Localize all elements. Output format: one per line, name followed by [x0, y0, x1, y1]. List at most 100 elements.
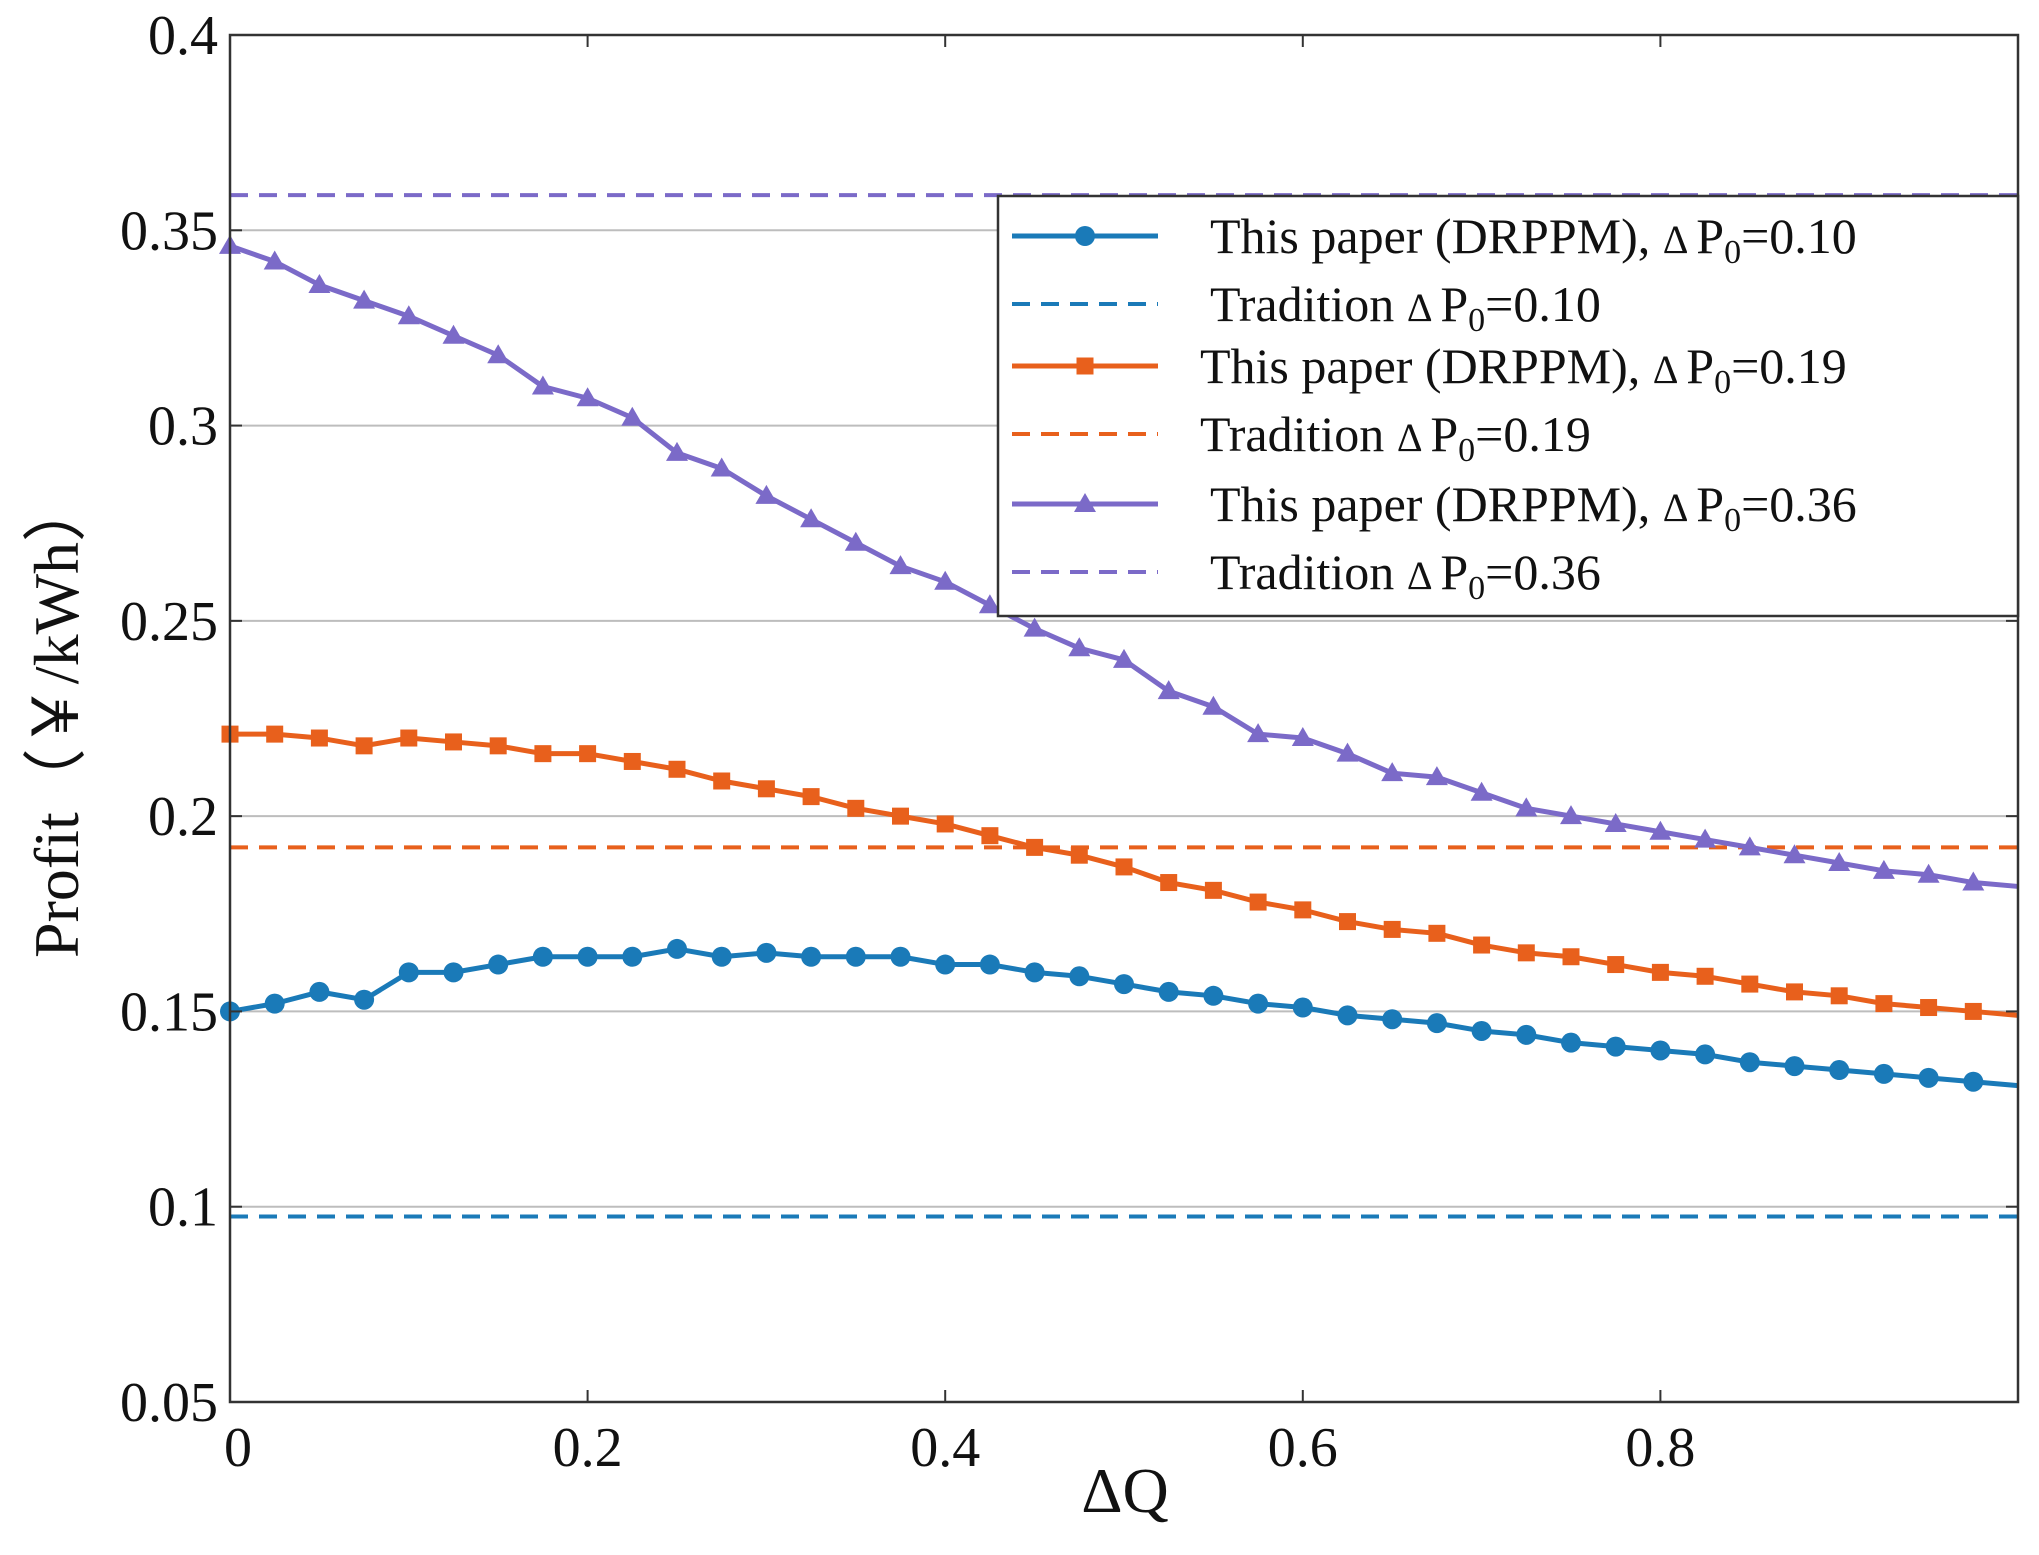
y-tick-label: 0.15 — [120, 981, 218, 1043]
legend-item: This paper (DRPPM), Δ P0=0.10 — [1012, 208, 1857, 271]
data-point — [667, 938, 687, 959]
data-point — [1294, 901, 1312, 919]
data-point — [532, 946, 553, 967]
data-point — [1023, 617, 1046, 637]
data-point — [1696, 967, 1714, 985]
y-axis-label: Profit（￥/kWh） — [21, 478, 92, 958]
legend-label: Tradition Δ P0=0.36 — [1210, 544, 1601, 607]
x-tick-label: 0.4 — [910, 1417, 980, 1479]
data-point — [934, 570, 957, 590]
tick-marks — [229, 34, 2018, 1403]
legend-label: Tradition Δ P0=0.19 — [1200, 406, 1591, 469]
legend-label: Tradition Δ P0=0.10 — [1210, 276, 1601, 339]
data-point — [266, 725, 284, 743]
data-point — [1875, 995, 1893, 1013]
data-point — [1651, 963, 1669, 981]
data-point — [1068, 637, 1091, 657]
data-point — [531, 375, 554, 395]
data-point — [1962, 871, 1985, 891]
data-point — [845, 946, 866, 967]
data-point — [666, 441, 688, 461]
x-axis-label: ΔQ — [1081, 1455, 1168, 1526]
data-point — [935, 954, 956, 975]
data-point — [354, 989, 375, 1010]
data-point — [1158, 981, 1179, 1002]
data-point — [1425, 766, 1448, 786]
data-point — [1739, 1052, 1760, 1073]
data-point — [576, 387, 599, 407]
data-point — [1873, 1063, 1894, 1084]
data-point — [800, 508, 823, 528]
data-point — [1203, 985, 1224, 1006]
data-point — [713, 772, 731, 790]
y-tick-label: 0.3 — [148, 396, 218, 458]
data-point — [978, 594, 1001, 614]
data-point — [1828, 852, 1851, 872]
series-group — [219, 193, 2019, 1219]
data-point — [1963, 1071, 1984, 1092]
x-tick-label: 0.6 — [1268, 1417, 1338, 1479]
data-point — [711, 946, 732, 967]
data-point — [890, 946, 911, 967]
data-point — [1336, 742, 1359, 762]
data-point — [309, 981, 330, 1002]
data-point — [936, 815, 954, 833]
data-point — [801, 946, 822, 967]
data-point — [1786, 983, 1803, 1001]
legend-item: This paper (DRPPM), Δ P0=0.36 — [1012, 476, 1857, 539]
data-point — [1694, 828, 1717, 848]
data-point — [1339, 913, 1356, 931]
data-point — [757, 780, 775, 798]
series-0 — [220, 938, 2019, 1092]
data-point — [1830, 987, 1848, 1005]
data-point — [1649, 820, 1672, 840]
data-point — [1202, 695, 1225, 715]
data-point — [1783, 844, 1806, 864]
data-point — [579, 745, 597, 763]
data-point — [310, 729, 328, 747]
data-point — [1113, 648, 1135, 668]
data-point — [397, 305, 420, 325]
data-point — [621, 406, 644, 426]
data-point — [1829, 1060, 1850, 1081]
data-point — [622, 946, 643, 967]
data-point — [1471, 1020, 1492, 1041]
data-point — [1382, 1009, 1403, 1030]
y-tick-label: 0.25 — [120, 591, 218, 653]
data-point — [442, 324, 465, 344]
data-point — [1872, 859, 1895, 879]
data-point — [710, 457, 733, 477]
data-point — [489, 737, 507, 755]
data-point — [892, 807, 909, 825]
legend-item: This paper (DRPPM), Δ P0=0.19 — [1012, 338, 1847, 401]
data-point — [398, 962, 419, 983]
data-point — [1516, 1024, 1537, 1045]
data-point — [1024, 962, 1045, 983]
data-point — [1026, 838, 1044, 856]
data-point — [443, 962, 464, 983]
data-point — [979, 954, 1000, 975]
data-point — [1517, 944, 1535, 962]
data-point — [264, 993, 285, 1014]
y-tick-label: 0.1 — [148, 1177, 218, 1239]
y-tick-label: 0.2 — [148, 786, 218, 848]
data-point — [1337, 1005, 1358, 1026]
data-point — [1069, 966, 1090, 987]
data-point — [488, 954, 509, 975]
data-point — [355, 737, 373, 755]
data-point — [1920, 999, 1938, 1017]
data-point — [668, 760, 686, 778]
data-point — [308, 273, 331, 293]
data-point — [1383, 920, 1401, 938]
data-point — [1695, 1044, 1716, 1065]
x-tick-label: 0.2 — [553, 1417, 623, 1479]
legend-label: This paper (DRPPM), Δ P0=0.19 — [1200, 338, 1847, 401]
data-point — [353, 289, 376, 309]
data-point — [756, 942, 777, 963]
legend-box — [996, 194, 2020, 618]
data-point — [1160, 874, 1178, 892]
legend-item: Tradition Δ P0=0.10 — [1012, 276, 1601, 339]
data-point — [844, 531, 867, 551]
